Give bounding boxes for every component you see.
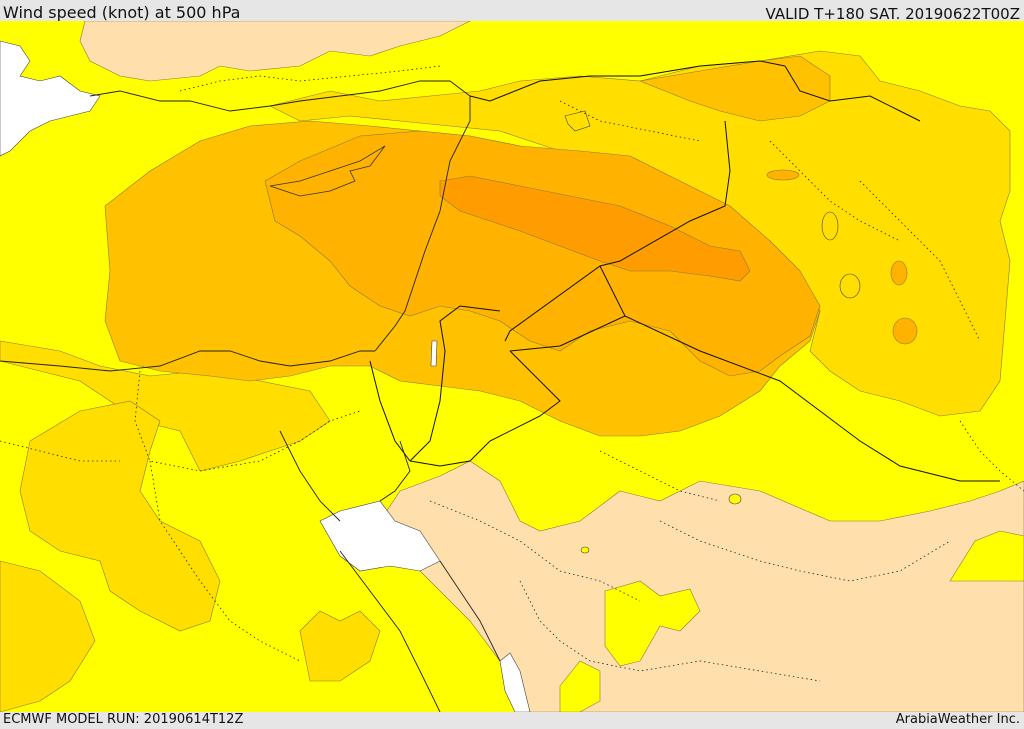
- coastline-red-sea: [339, 550, 501, 712]
- level-2-area-west: [0, 340, 331, 472]
- field-island-2: [559, 660, 601, 712]
- dead-sea-water: [430, 340, 438, 367]
- header-bar: Wind speed (knot) at 500 hPa VALID T+180…: [0, 0, 1024, 23]
- cyprus-outline: [269, 145, 386, 197]
- coastline-sinai: [279, 430, 411, 522]
- level-4-blob-1: [890, 260, 908, 286]
- map-title: Wind speed (knot) at 500 hPa: [3, 3, 241, 22]
- field-island-1: [604, 580, 701, 667]
- footer-bar: ECMWF MODEL RUN: 20190614T12Z ArabiaWeat…: [0, 712, 1024, 729]
- level-4-area: [264, 130, 821, 377]
- coastline-north-africa: [0, 350, 375, 372]
- internal-boundaries: [0, 65, 1024, 682]
- credit: ArabiaWeather Inc.: [895, 712, 1020, 727]
- lake-4: [839, 273, 861, 299]
- lake-van: [564, 110, 591, 132]
- low-wind-area-south: [379, 460, 1024, 712]
- model-run: ECMWF MODEL RUN: 20190614T12Z: [3, 712, 244, 727]
- low-wind-area-north: [79, 21, 471, 82]
- lake-1: [728, 493, 742, 505]
- level-4-blob-3: [766, 169, 800, 181]
- level-2-area-redsea: [299, 610, 381, 682]
- coastline-turkey: [89, 80, 471, 121]
- political-borders: [369, 60, 1000, 482]
- level-4-blob-2: [892, 317, 918, 345]
- valid-time: VALID T+180 SAT. 20190622T00Z: [765, 5, 1020, 23]
- level-2-area-sw: [0, 560, 96, 712]
- level-5-area: [439, 175, 751, 282]
- wind-speed-map: [0, 21, 1024, 712]
- lake-3: [821, 211, 839, 241]
- lake-2: [580, 546, 590, 554]
- field-island-3: [949, 530, 1024, 582]
- red-sea-north-water: [499, 652, 531, 712]
- mediterranean-west-water: [0, 40, 101, 157]
- coastline-levant: [374, 120, 471, 352]
